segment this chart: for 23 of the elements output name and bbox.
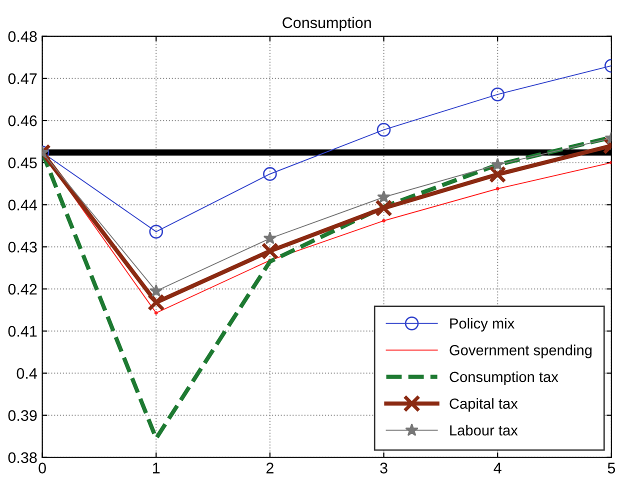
x-tick-label: 0 (38, 462, 46, 474)
y-tick-label: 0.39 (8, 410, 37, 421)
y-tick-label: 0.46 (8, 115, 37, 126)
y-tick-label: 0.41 (8, 326, 37, 337)
legend-label: Labour tax (450, 424, 518, 436)
y-tick-label: 0.42 (8, 284, 37, 295)
legend-label: Consumption tax (450, 371, 558, 385)
legend-label: Policy mix (450, 318, 514, 332)
x-tick-label: 2 (266, 462, 274, 474)
y-tick-label: 0.47 (8, 73, 37, 84)
y-tick-label: 0.45 (8, 157, 37, 168)
y-tick-label: 0.44 (8, 200, 37, 210)
x-tick-label: 4 (494, 462, 502, 474)
x-tick-label: 5 (608, 462, 616, 474)
y-tick-label: 0.38 (8, 452, 37, 464)
y-tick-label: 0.48 (8, 31, 37, 42)
y-tick-label: 0.43 (8, 242, 37, 253)
y-tick-label: 0.4 (16, 368, 37, 379)
chart-title: Consumption (282, 16, 371, 32)
x-tick-label: 1 (153, 462, 160, 474)
legend-label: Capital tax (450, 398, 518, 412)
x-tick-label: 3 (380, 462, 388, 474)
legend-label: Government spending (450, 344, 592, 358)
